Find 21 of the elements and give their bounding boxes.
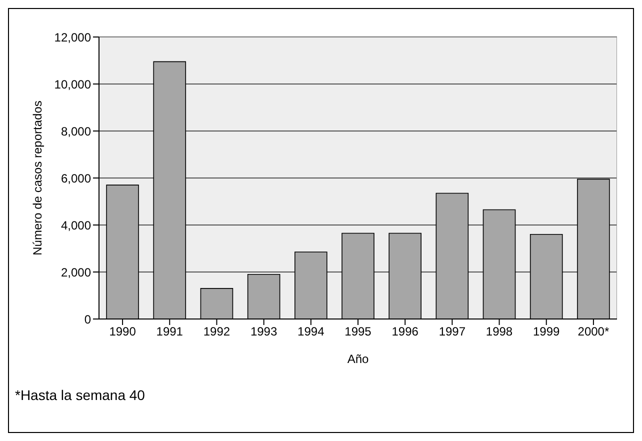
y-tick-label: 12,000 <box>54 30 92 44</box>
y-tick-label: 10,000 <box>54 77 92 92</box>
x-tick-label: 1992 <box>203 324 230 339</box>
x-tick-label: 2000* <box>578 324 610 339</box>
y-tick-label: 8,000 <box>60 124 92 138</box>
x-tick-label: 1998 <box>486 324 513 339</box>
x-tick-label: 1993 <box>250 324 278 339</box>
y-tick-label: 2,000 <box>60 265 92 280</box>
x-tick-label: 1997 <box>438 324 466 339</box>
x-tick-label: 1991 <box>156 324 184 339</box>
x-tick-label: 1994 <box>298 324 325 339</box>
x-tick-label: 1995 <box>344 324 372 339</box>
y-tick-label: 6,000 <box>60 171 92 186</box>
y-tick-label: 0 <box>84 312 92 326</box>
x-tick-label: 1996 <box>392 324 419 339</box>
x-tick-label: 1999 <box>533 324 560 339</box>
y-tick-label: 4,000 <box>60 218 92 232</box>
y-axis-title: Número de casos reportados <box>30 100 44 256</box>
text: *Hasta la semana 40 <box>15 387 145 403</box>
x-tick-label: 1990 <box>109 324 136 339</box>
x-axis-title: Año <box>347 352 369 366</box>
